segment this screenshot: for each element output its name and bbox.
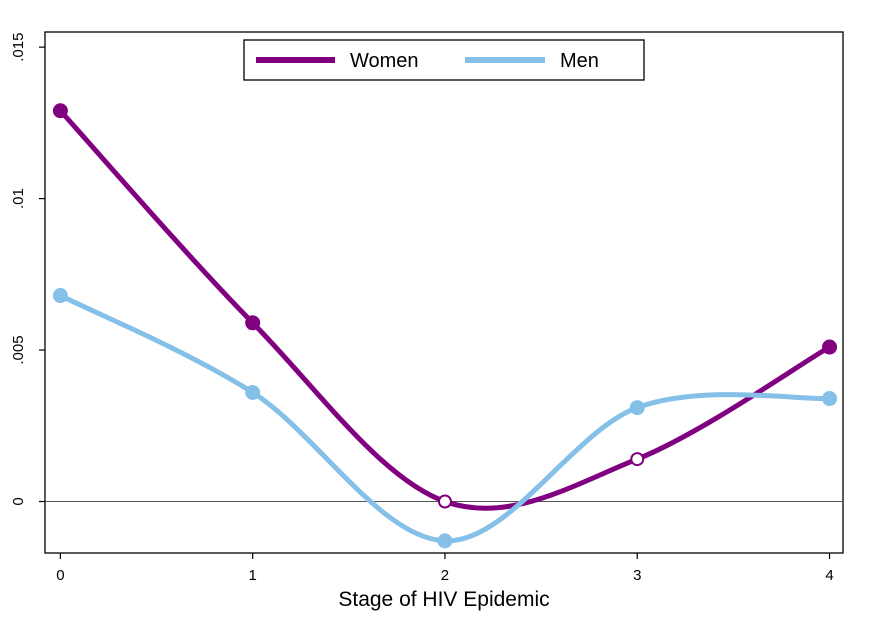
- x-axis-title: Stage of HIV Epidemic: [338, 588, 549, 611]
- series-women: [52, 103, 838, 511]
- x-tick-label: 0: [56, 567, 64, 584]
- data-point-men: [437, 533, 453, 549]
- plot-frame: [44, 31, 844, 554]
- x-tick-label: 1: [249, 567, 257, 584]
- y-tick-label: .015: [10, 33, 27, 62]
- data-point-women: [52, 103, 68, 119]
- data-point-women: [245, 315, 261, 331]
- series-line-women: [57, 108, 833, 511]
- y-tick-label: .005: [10, 335, 27, 364]
- axes-layer: 0 1 2 3 4 0 .005 .01 .015: [10, 31, 844, 584]
- data-point-women: [437, 494, 452, 509]
- legend-label-men: Men: [560, 50, 599, 72]
- legend-label-women: Women: [350, 50, 419, 72]
- data-point-women: [630, 452, 645, 467]
- series-layer: [52, 103, 838, 549]
- x-tick-label: 4: [825, 567, 833, 584]
- data-point-women: [822, 339, 838, 355]
- x-tick-label: 3: [633, 567, 641, 584]
- data-point-men: [52, 288, 68, 304]
- data-point-men: [245, 384, 261, 400]
- data-point-men: [629, 400, 645, 416]
- series-men: [52, 288, 838, 549]
- y-tick-label: 0: [10, 497, 27, 505]
- data-point-men: [822, 391, 838, 407]
- y-tick-label: .01: [10, 188, 27, 209]
- legend: Women Men: [243, 39, 645, 81]
- x-tick-label: 2: [441, 567, 449, 584]
